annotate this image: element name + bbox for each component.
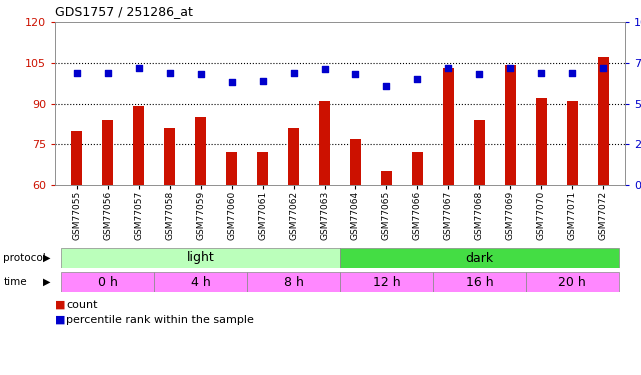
Point (351, 71, 361, 77)
Bar (71, 130, 82, 185)
Text: 4 h: 4 h (191, 276, 210, 288)
Text: ▶: ▶ (44, 277, 51, 287)
Point (505, 64, 515, 70)
Point (598, 64, 608, 70)
Point (103, 69, 113, 75)
Point (381, 82, 392, 88)
Point (444, 64, 454, 70)
Bar (226, 152, 237, 185)
Bar (61, 272, 154, 292)
Point (319, 66, 329, 72)
Bar (133, 106, 144, 185)
Text: light: light (187, 252, 215, 264)
Text: 16 h: 16 h (465, 276, 493, 288)
Text: percentile rank within the sample: percentile rank within the sample (66, 315, 254, 325)
Text: protocol: protocol (3, 253, 46, 263)
Point (288, 69, 299, 75)
Point (537, 69, 547, 75)
Bar (340, 248, 619, 268)
Bar (536, 98, 547, 185)
Point (258, 78, 268, 84)
Text: time: time (3, 277, 27, 287)
Bar (443, 68, 454, 185)
Bar (567, 101, 578, 185)
Bar (340, 272, 433, 292)
Text: dark: dark (465, 252, 494, 264)
Bar (505, 66, 516, 185)
Bar (154, 272, 247, 292)
Text: ■: ■ (54, 315, 65, 325)
Text: GDS1757 / 251286_at: GDS1757 / 251286_at (55, 5, 193, 18)
Bar (103, 120, 113, 185)
Bar (257, 152, 268, 185)
Bar (433, 272, 526, 292)
Text: 0 h: 0 h (97, 276, 117, 288)
Bar (61, 248, 340, 268)
Bar (412, 152, 423, 185)
Bar (474, 120, 485, 185)
Bar (526, 272, 619, 292)
Bar (164, 128, 175, 185)
Bar (247, 272, 340, 292)
Bar (381, 171, 392, 185)
Text: count: count (66, 300, 97, 310)
Point (474, 71, 485, 77)
Bar (195, 117, 206, 185)
Point (133, 64, 144, 70)
Point (196, 71, 206, 77)
Text: 20 h: 20 h (558, 276, 587, 288)
Point (226, 79, 237, 85)
Point (412, 76, 422, 82)
Point (567, 69, 578, 75)
Text: 8 h: 8 h (283, 276, 303, 288)
Bar (288, 128, 299, 185)
Point (72, 69, 82, 75)
Bar (598, 57, 609, 185)
Text: ■: ■ (54, 300, 65, 310)
Text: 12 h: 12 h (372, 276, 400, 288)
Bar (350, 139, 361, 185)
Bar (319, 101, 330, 185)
Text: ▶: ▶ (44, 253, 51, 263)
Point (165, 69, 175, 75)
